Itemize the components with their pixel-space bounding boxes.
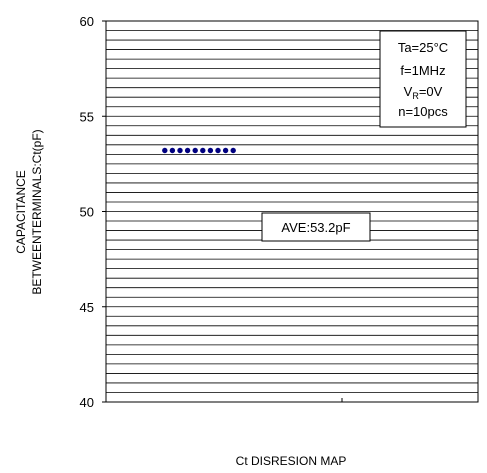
condition-temperature: Ta=25°C [398,40,448,55]
conditions-box-frame [379,30,467,128]
y-tick-label: 45 [80,300,94,315]
condition-voltage-symbol: V [404,84,413,99]
y-axis-title-line1: CAPACITANCE [14,170,28,254]
x-axis-title: Ct DISRESION MAP [236,454,347,468]
y-axis-title-line2: BETWEENTERMINALS:Ct(pF) [30,129,44,294]
data-point [215,147,221,154]
average-box: AVE:53.2pF [261,212,371,242]
data-point [207,147,214,154]
condition-voltage-subscript: R [412,91,419,101]
y-axis: 40 45 50 55 60 [80,14,106,410]
data-point [230,147,236,154]
y-tick-label: 55 [80,109,94,124]
data-point [169,147,176,154]
data-point [192,147,198,154]
average-box-frame [261,212,371,242]
data-point [184,147,191,154]
data-point [200,147,206,154]
data-point [162,147,168,154]
condition-voltage: VR=0V [404,84,443,101]
y-tick-label: 60 [80,14,94,29]
y-tick-label: 40 [80,395,94,410]
data-point [177,147,183,154]
condition-frequency: f=1MHz [400,63,445,78]
conditions-box: Ta=25°C f=1MHz VR=0V n=10pcs [379,30,467,128]
data-point [222,147,229,154]
y-tick-label: 50 [80,205,94,220]
average-label: AVE:53.2pF [281,220,350,235]
condition-sample-count: n=10pcs [398,104,448,119]
condition-voltage-value: =0V [419,84,443,99]
data-series [162,147,236,154]
